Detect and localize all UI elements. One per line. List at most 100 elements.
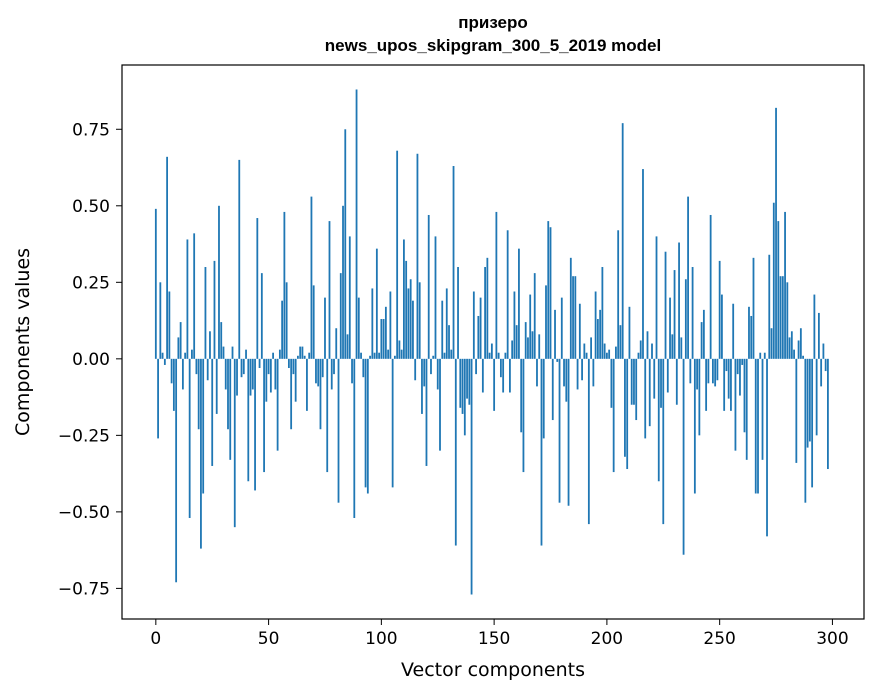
bar <box>382 319 385 359</box>
bar <box>716 358 719 381</box>
bar <box>229 358 232 460</box>
bar <box>258 358 261 369</box>
bar <box>254 358 256 491</box>
bar <box>615 346 617 359</box>
bar <box>439 358 441 451</box>
bar <box>718 260 721 359</box>
bar <box>292 358 295 375</box>
bar <box>757 358 759 494</box>
bar <box>184 352 187 359</box>
bar <box>299 346 302 359</box>
bar <box>648 358 651 427</box>
bar <box>549 227 552 359</box>
bar <box>206 358 209 381</box>
bar <box>481 358 484 393</box>
bar <box>378 352 380 359</box>
bar <box>310 196 313 359</box>
bar <box>772 202 775 359</box>
bar <box>739 358 741 396</box>
bar <box>281 300 284 359</box>
bar <box>518 248 520 359</box>
bar <box>418 282 421 359</box>
bar <box>245 349 247 359</box>
bar <box>567 358 570 506</box>
bar <box>337 358 340 503</box>
bar <box>628 306 631 359</box>
bar <box>725 358 728 372</box>
bar <box>488 352 491 359</box>
bar <box>502 358 505 393</box>
bar <box>817 312 820 359</box>
bar <box>714 358 717 387</box>
bar <box>752 257 755 359</box>
bar <box>745 358 748 460</box>
bar <box>434 236 437 359</box>
bar <box>306 358 308 411</box>
bar <box>797 340 800 359</box>
bar <box>556 358 559 362</box>
bar <box>263 358 265 473</box>
y-axis-label: Components values <box>12 248 34 436</box>
bar <box>574 276 577 359</box>
bar <box>626 358 629 470</box>
bar <box>197 358 200 430</box>
bar <box>170 358 173 384</box>
bar <box>619 325 622 359</box>
bar <box>412 300 414 359</box>
bar <box>290 358 293 430</box>
bar <box>398 340 401 359</box>
x-axis-label: Vector components <box>401 659 585 681</box>
bar <box>675 358 678 405</box>
x-tick-label: 0 <box>150 629 161 649</box>
bar <box>590 337 592 359</box>
bar <box>743 358 746 433</box>
bar <box>693 358 696 494</box>
bar <box>531 331 534 359</box>
bar <box>369 355 371 359</box>
bar <box>811 358 814 488</box>
bar <box>242 358 245 375</box>
bar <box>215 358 218 414</box>
bar <box>251 358 254 390</box>
bar <box>642 169 644 359</box>
bar <box>355 89 358 359</box>
bar <box>472 291 475 359</box>
bar <box>285 282 288 359</box>
bar <box>581 358 583 381</box>
bar <box>646 331 649 359</box>
bar <box>666 358 669 393</box>
bar <box>249 358 252 396</box>
bar <box>711 358 714 384</box>
bar <box>754 358 757 494</box>
bar <box>432 355 435 359</box>
bar <box>781 276 784 359</box>
bar <box>527 337 529 359</box>
bar <box>583 343 586 359</box>
bar <box>339 273 342 359</box>
x-axis-ticks: 0 50 100 150 200 250 300 <box>150 619 849 649</box>
bar <box>538 334 541 359</box>
plot-frame <box>121 64 865 620</box>
bar <box>520 358 523 433</box>
bar <box>696 358 698 390</box>
bar <box>423 358 426 387</box>
bar <box>779 276 782 359</box>
bar <box>269 358 272 393</box>
bar <box>193 233 196 359</box>
bar <box>484 267 486 359</box>
x-tick-label: 100 <box>365 629 397 649</box>
bar <box>664 251 667 359</box>
bar <box>211 358 214 466</box>
bar <box>630 358 633 405</box>
chart-title-line1: призеро <box>458 13 528 32</box>
bar <box>224 358 227 390</box>
bar <box>587 358 590 525</box>
bar <box>804 358 807 503</box>
bar <box>240 358 243 378</box>
bar <box>578 303 581 359</box>
bar <box>554 309 556 359</box>
bar <box>276 358 279 451</box>
bar <box>324 297 326 359</box>
bar <box>515 325 518 359</box>
